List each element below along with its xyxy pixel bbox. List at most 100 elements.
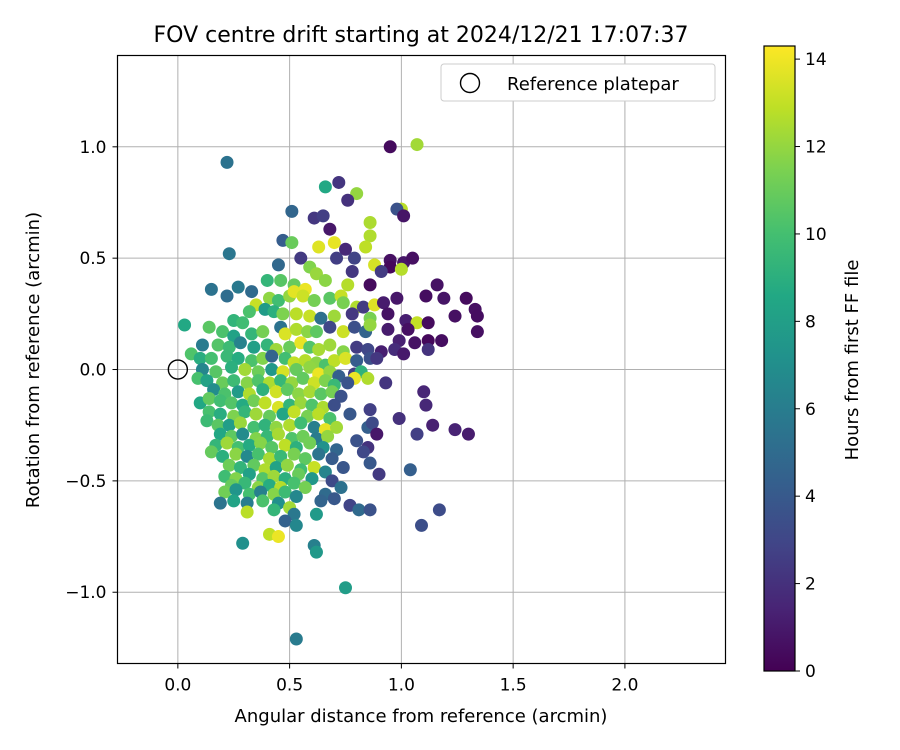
data-point — [327, 309, 341, 323]
data-point — [294, 251, 308, 265]
data-point — [341, 278, 355, 292]
data-point — [236, 536, 250, 550]
data-point — [327, 398, 341, 412]
data-point — [204, 351, 218, 365]
data-point — [204, 282, 218, 296]
x-tick-label: 1.5 — [500, 676, 527, 696]
data-point — [408, 336, 422, 350]
data-point — [265, 349, 279, 363]
data-point — [356, 300, 370, 314]
data-point — [307, 293, 321, 307]
data-point — [370, 351, 384, 365]
data-point — [220, 349, 234, 363]
data-point — [271, 427, 285, 441]
data-point — [309, 545, 323, 559]
data-point — [233, 336, 247, 350]
data-point — [276, 307, 290, 321]
data-point — [363, 456, 377, 470]
data-point — [251, 365, 265, 379]
data-point — [410, 316, 424, 330]
data-point — [363, 229, 377, 243]
data-point — [309, 507, 323, 521]
data-point — [242, 438, 256, 452]
data-point — [256, 383, 270, 397]
data-point — [323, 412, 337, 426]
data-point — [271, 258, 285, 272]
data-point — [218, 485, 232, 499]
y-tick-label: 0.0 — [79, 361, 106, 381]
data-point — [432, 503, 446, 517]
data-point — [332, 175, 346, 189]
data-point — [289, 307, 303, 321]
data-point — [377, 296, 390, 310]
colorbar-tick-label: 14 — [805, 50, 827, 70]
data-point — [421, 316, 435, 330]
data-point — [274, 449, 288, 463]
data-point — [347, 320, 361, 334]
data-point — [287, 405, 301, 419]
x-axis-label: Angular distance from reference (arcmin) — [235, 706, 608, 727]
data-point — [213, 427, 227, 441]
x-tick-label: 2.0 — [611, 676, 638, 696]
data-point — [323, 320, 337, 334]
data-point — [178, 318, 192, 332]
data-point — [410, 427, 424, 441]
data-point — [260, 273, 274, 287]
data-point — [426, 418, 440, 432]
data-point — [278, 485, 292, 499]
data-point — [403, 463, 417, 477]
data-point — [459, 291, 473, 305]
data-point — [274, 374, 288, 388]
data-point — [421, 334, 435, 348]
reference-platepar-marker — [167, 359, 189, 380]
data-point — [356, 445, 370, 459]
data-point — [430, 278, 444, 292]
data-point — [318, 273, 332, 287]
data-point — [379, 376, 393, 390]
data-point — [271, 530, 285, 544]
legend-entry-reference-platepar: Reference platepar — [507, 74, 679, 95]
scatter-points — [178, 138, 484, 646]
data-point — [245, 327, 259, 341]
x-axis-ticks: 0.0 0.5 1.0 1.5 2.0 — [164, 663, 638, 696]
data-point — [327, 354, 341, 368]
data-point — [193, 351, 207, 365]
data-point — [437, 291, 451, 305]
colorbar-tick-label: 8 — [805, 312, 816, 332]
data-point — [218, 469, 232, 483]
data-point — [287, 476, 301, 490]
data-point — [321, 429, 335, 443]
data-point — [415, 518, 428, 532]
data-point — [280, 458, 294, 472]
data-point — [229, 483, 243, 497]
data-point — [240, 496, 254, 510]
colorbar-ticks: 0 2 4 6 8 10 12 14 — [795, 50, 827, 682]
data-point — [421, 342, 435, 356]
data-point — [307, 420, 321, 434]
data-point — [312, 447, 326, 461]
data-point — [392, 412, 406, 426]
y-tick-label: 0.5 — [79, 249, 106, 269]
data-point — [280, 383, 294, 397]
data-point — [381, 322, 395, 336]
data-point — [265, 363, 279, 377]
data-point — [209, 365, 223, 379]
data-point — [216, 449, 230, 463]
data-point — [350, 340, 364, 354]
data-point — [283, 418, 297, 432]
data-point — [352, 503, 366, 517]
data-point — [229, 447, 243, 461]
data-point — [435, 334, 449, 348]
data-point — [236, 316, 250, 330]
data-point — [323, 222, 337, 236]
data-point — [265, 440, 279, 454]
data-point — [245, 354, 259, 368]
plot-frame — [116, 54, 727, 665]
data-point — [370, 427, 384, 441]
data-point — [318, 465, 332, 479]
data-point — [200, 414, 214, 428]
colorbar-label: Hours from first FF file — [842, 260, 863, 461]
data-point — [307, 461, 321, 475]
data-point — [312, 407, 326, 421]
